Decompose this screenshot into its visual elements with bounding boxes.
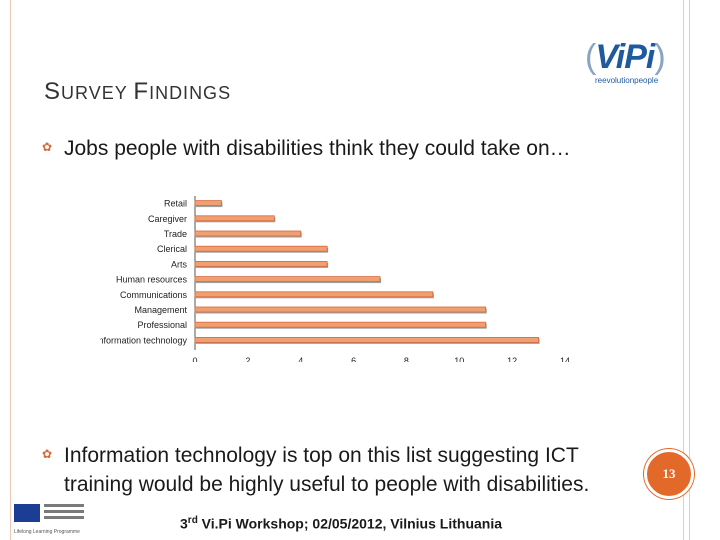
bar xyxy=(194,336,539,343)
logo-tagline: reevolutionpeople xyxy=(595,76,659,85)
eu-programme-caption: Lifelong Learning Programme xyxy=(14,529,80,535)
x-tick-label: 8 xyxy=(404,356,409,362)
footer-ordinal-suffix: rd xyxy=(187,515,198,526)
category-label: Retail xyxy=(164,199,187,209)
logo-wordmark: (ViPi) xyxy=(585,38,666,77)
bullet-text-conclusion: Information technology is top on this li… xyxy=(64,444,590,496)
bar xyxy=(194,245,328,252)
bar xyxy=(194,291,434,298)
bar xyxy=(194,261,328,267)
bar xyxy=(194,321,487,328)
footer-text: Vi.Pi Workshop; 02/05/2012, Vilnius Lith… xyxy=(197,515,503,532)
bar xyxy=(194,230,302,237)
x-tick-label: 6 xyxy=(351,356,356,362)
title-part-1: URVEY xyxy=(61,83,134,103)
vipi-logo: (ViPi) reevolutionpeople xyxy=(585,38,685,88)
gear-bullet-icon: ✿ xyxy=(42,140,53,154)
slide-title: SURVEY FINDINGS xyxy=(44,78,231,106)
page-number-badge: 13 xyxy=(644,449,694,499)
x-tick-label: 2 xyxy=(245,356,250,362)
x-tick-label: 14 xyxy=(560,356,570,362)
category-label: Clerical xyxy=(157,244,187,254)
category-label: Information technology xyxy=(100,335,187,345)
frame-line-left xyxy=(10,0,11,540)
x-tick-label: 4 xyxy=(298,356,303,362)
x-tick-label: 12 xyxy=(507,356,517,362)
bullet-text-jobs: Jobs people with disabilities think they… xyxy=(64,137,571,160)
footer-workshop-info: 3rd Vi.Pi Workshop; 02/05/2012, Vilnius … xyxy=(180,515,502,532)
frame-line-right-outer xyxy=(689,0,690,540)
category-label: Communications xyxy=(120,290,188,300)
eu-logo-text-block xyxy=(44,504,84,534)
bar xyxy=(194,276,381,282)
category-label: Professional xyxy=(137,320,187,330)
eu-flag-icon xyxy=(14,504,40,522)
logo-main-text: ViPi xyxy=(595,38,655,76)
title-initial-1: S xyxy=(44,78,62,105)
jobs-bar-chart: Retail Caregiver Trade Clerical Arts Human re… xyxy=(100,196,570,362)
category-label: Human resources xyxy=(116,275,188,285)
x-tick-label: 0 xyxy=(192,356,197,362)
bar xyxy=(194,200,222,207)
title-part-2: INDINGS xyxy=(149,83,232,103)
logo-close-paren: ) xyxy=(654,38,665,76)
gear-bullet-icon: ✿ xyxy=(42,447,53,461)
footer-ordinal: 3 xyxy=(180,515,188,532)
frame-line-right xyxy=(683,0,684,540)
category-label: Trade xyxy=(164,229,187,239)
bar xyxy=(194,215,275,222)
category-label: Caregiver xyxy=(148,214,187,224)
title-initial-2: F xyxy=(133,78,150,105)
category-label: Management xyxy=(134,305,187,315)
logo-open-paren: ( xyxy=(585,38,596,76)
category-label: Arts xyxy=(171,259,188,269)
bar xyxy=(194,306,487,313)
x-tick-label: 10 xyxy=(454,356,464,362)
